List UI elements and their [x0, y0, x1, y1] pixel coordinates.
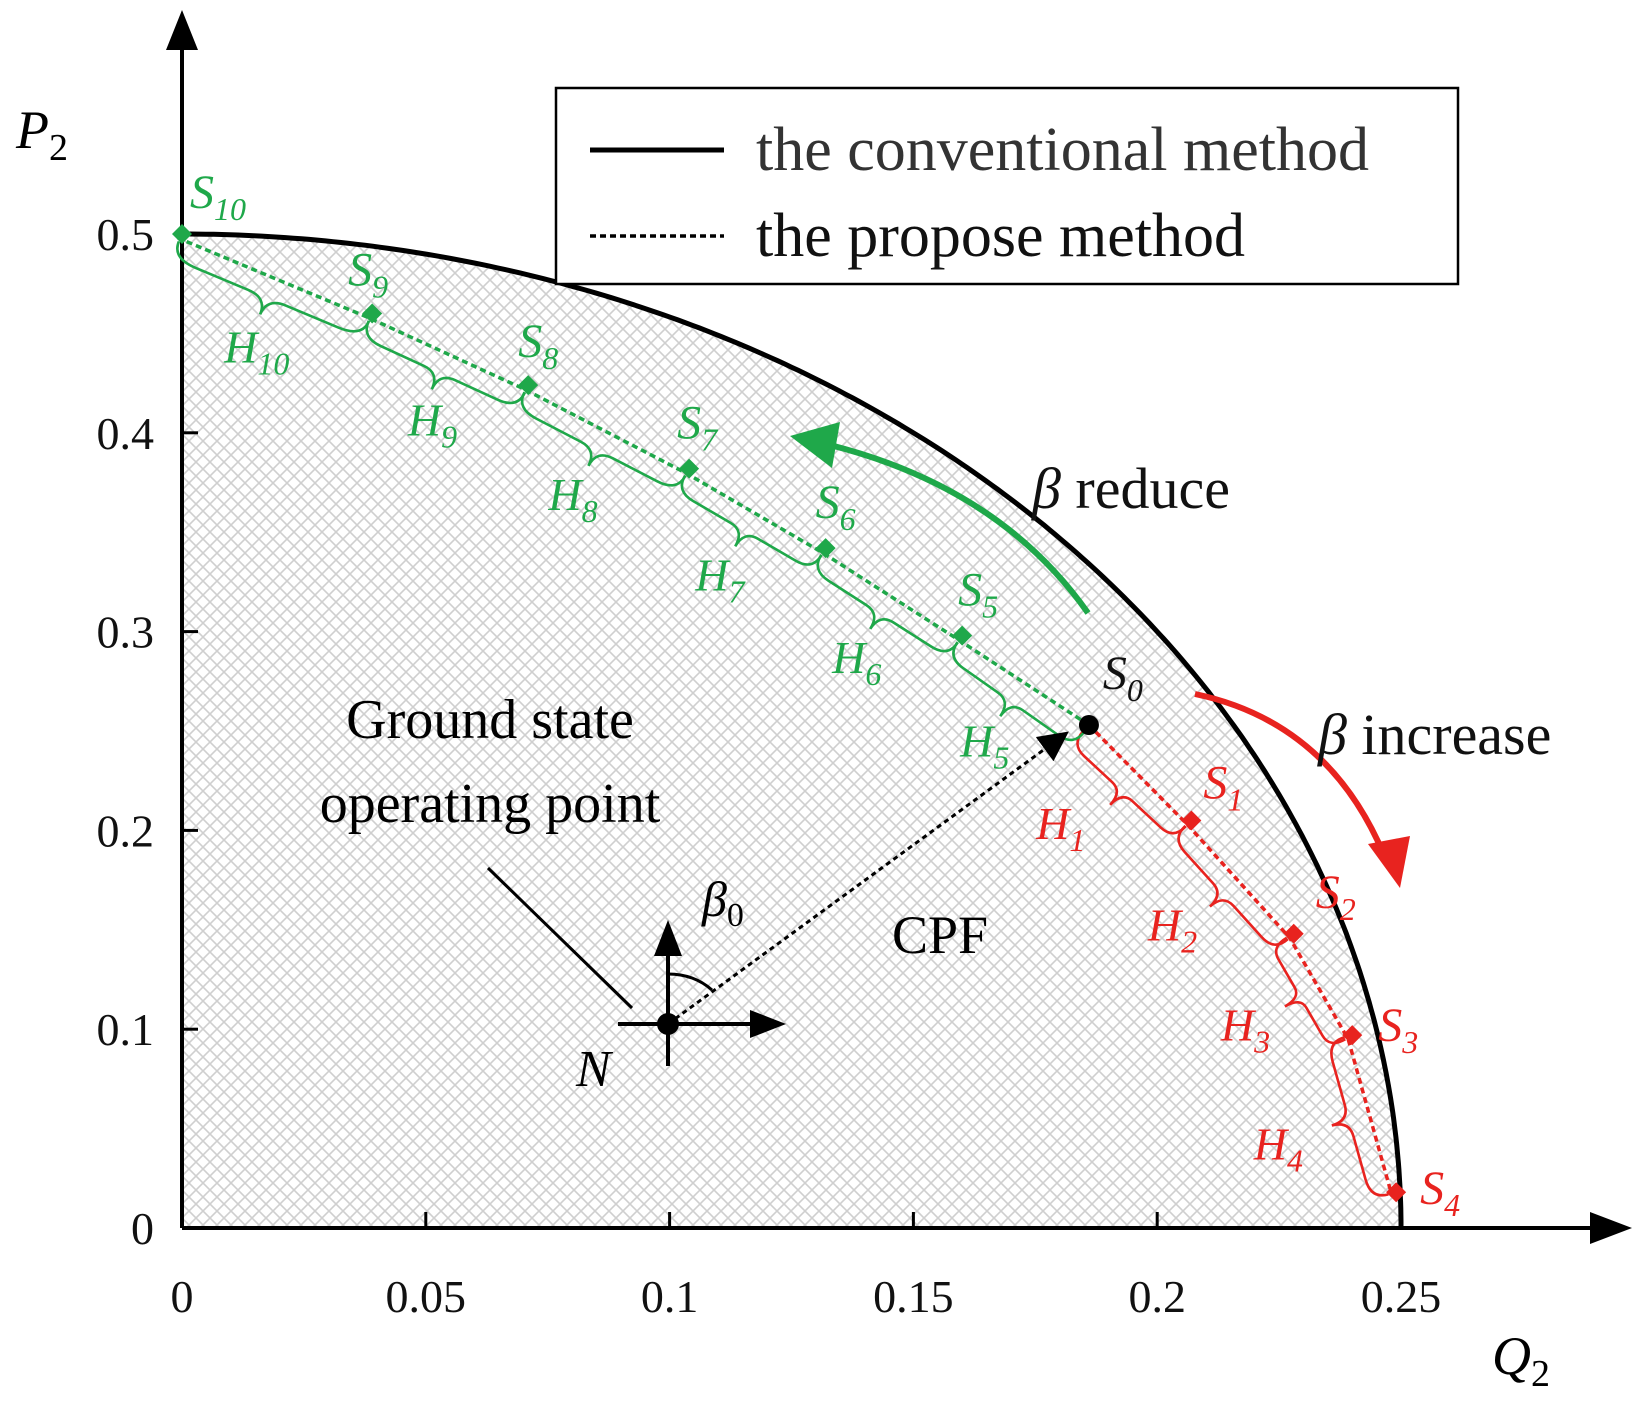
y-axis-label: P2: [15, 100, 68, 169]
step-label-h7: H7: [694, 549, 746, 609]
beta0-label: β0: [701, 871, 744, 934]
point-s3-label: S3: [1378, 999, 1418, 1060]
beta-reduce-label: β reduce: [1031, 456, 1230, 521]
cpf-region: [182, 234, 1401, 1228]
point-s0-marker: [1078, 715, 1099, 736]
cpf-label: CPF: [892, 905, 988, 965]
brace-h8: [520, 391, 687, 487]
point-s4-label: S4: [1420, 1162, 1460, 1223]
brace-h6: [816, 554, 959, 653]
point-s2-marker: [1283, 923, 1304, 944]
point-s8-label: S8: [518, 315, 558, 376]
x-tick-label: 0.25: [1361, 1271, 1442, 1322]
brace-h9: [365, 320, 527, 405]
point-s1-marker: [1181, 810, 1202, 831]
y-tick-label: 0: [131, 1203, 154, 1254]
beta-increase-arrow: [1194, 691, 1387, 857]
point-s10-label: S10: [190, 166, 246, 227]
y-tick-label: 0.2: [97, 805, 155, 856]
beta-reduce-annotation: β reduce: [790, 422, 1230, 615]
operating-direction-line: [667, 731, 1069, 1026]
y-tick-label: 0.5: [97, 209, 155, 260]
step-label-h8: H8: [547, 469, 597, 529]
step-label-h5: H5: [959, 715, 1009, 775]
brace-h3: [1274, 936, 1346, 1045]
legend-label-conventional: the conventional method: [756, 116, 1369, 184]
point-s2-label: S2: [1316, 866, 1356, 927]
x-tick-label: 0: [171, 1271, 194, 1322]
step-label-h9: H9: [407, 394, 457, 454]
operating-points: [172, 224, 1407, 1203]
step-label-h3: H3: [1220, 999, 1270, 1059]
y-tick-label: 0.1: [97, 1004, 155, 1055]
point-s10-marker: [172, 224, 192, 244]
brace-h7: [680, 474, 823, 566]
legend: the conventional method the propose meth…: [554, 86, 1460, 286]
axis-tick-labels: 0 0.05 0.1 0.15 0.2 0.25 0 0.1 0.2 0.3 0.4 0.5: [97, 209, 1442, 1322]
x-axis-label: Q2: [1492, 1326, 1550, 1395]
x-tick-label: 0.05: [386, 1271, 467, 1322]
point-s1-label: S1: [1203, 756, 1243, 817]
beta-increase-arrowhead-icon: [1368, 836, 1410, 888]
step-label-h4: H4: [1253, 1119, 1303, 1179]
n-up-arrow-icon: [654, 920, 682, 956]
n-right-arrow-icon: [750, 1010, 786, 1038]
step-label-h6: H6: [831, 632, 881, 692]
brace-h10: [176, 240, 371, 333]
beta-increase-label: β increase: [1317, 702, 1551, 767]
point-s3-marker: [1342, 1025, 1363, 1046]
point-s9-marker: [362, 303, 383, 324]
ground-point-group: N β0 Ground state operating point CPF: [320, 689, 1069, 1098]
step-label-h1: H1: [1035, 798, 1085, 858]
y-axis-arrow-icon: [166, 10, 198, 50]
y-tick-label: 0.3: [97, 607, 155, 658]
ground-state-label-line2: operating point: [320, 773, 661, 835]
axes: 0 0.05 0.1 0.15 0.2 0.25 0 0.1 0.2 0.3 0.4 0.5 P2 Q…: [15, 10, 1632, 1395]
ground-point-leader: [486, 866, 634, 1010]
x-tick-label: 0.15: [873, 1271, 954, 1322]
ground-state-label-line1: Ground state: [346, 689, 634, 751]
x-tick-label: 0.2: [1128, 1271, 1186, 1322]
legend-box: [554, 86, 1460, 286]
brace-h2: [1177, 824, 1289, 946]
point-s6-label: S6: [816, 476, 856, 537]
n-point-label: N: [575, 1041, 614, 1098]
beta-reduce-arrowhead-icon: [790, 422, 840, 468]
x-tick-label: 0.1: [641, 1271, 699, 1322]
point-s9-label: S9: [348, 244, 388, 305]
legend-label-proposed: the propose method: [756, 202, 1245, 270]
n-point-marker: [657, 1013, 679, 1035]
brace-h4: [1330, 1036, 1389, 1197]
point-s7-marker: [679, 458, 700, 479]
point-s6-marker: [815, 538, 836, 559]
beta-increase-annotation: β increase: [1194, 691, 1551, 888]
point-s4-marker: [1386, 1182, 1407, 1203]
step-label-h10: H10: [223, 321, 289, 381]
point-s8-marker: [518, 375, 539, 396]
point-s7-label: S7: [677, 397, 719, 458]
conventional-method-curve: [182, 231, 1404, 1228]
operating-point-labels: S0 S1 S2 S3 S4 S5 S6 S7 S8 S9 S10: [190, 166, 1460, 1223]
step-label-h2: H2: [1147, 900, 1197, 960]
y-tick-label: 0.4: [97, 408, 155, 459]
beta0-angle-arc: [667, 972, 713, 992]
brace-h1: [1076, 730, 1187, 835]
point-s0-label: S0: [1103, 647, 1143, 708]
x-axis-arrow-icon: [1590, 1212, 1632, 1244]
point-s5-marker: [952, 625, 973, 646]
step-labels: H1 H2 H3 H4 H5 H6 H7 H8 H9 H10: [223, 321, 1303, 1178]
point-s5-label: S5: [958, 564, 998, 625]
beta-reduce-arrow: [829, 442, 1091, 615]
